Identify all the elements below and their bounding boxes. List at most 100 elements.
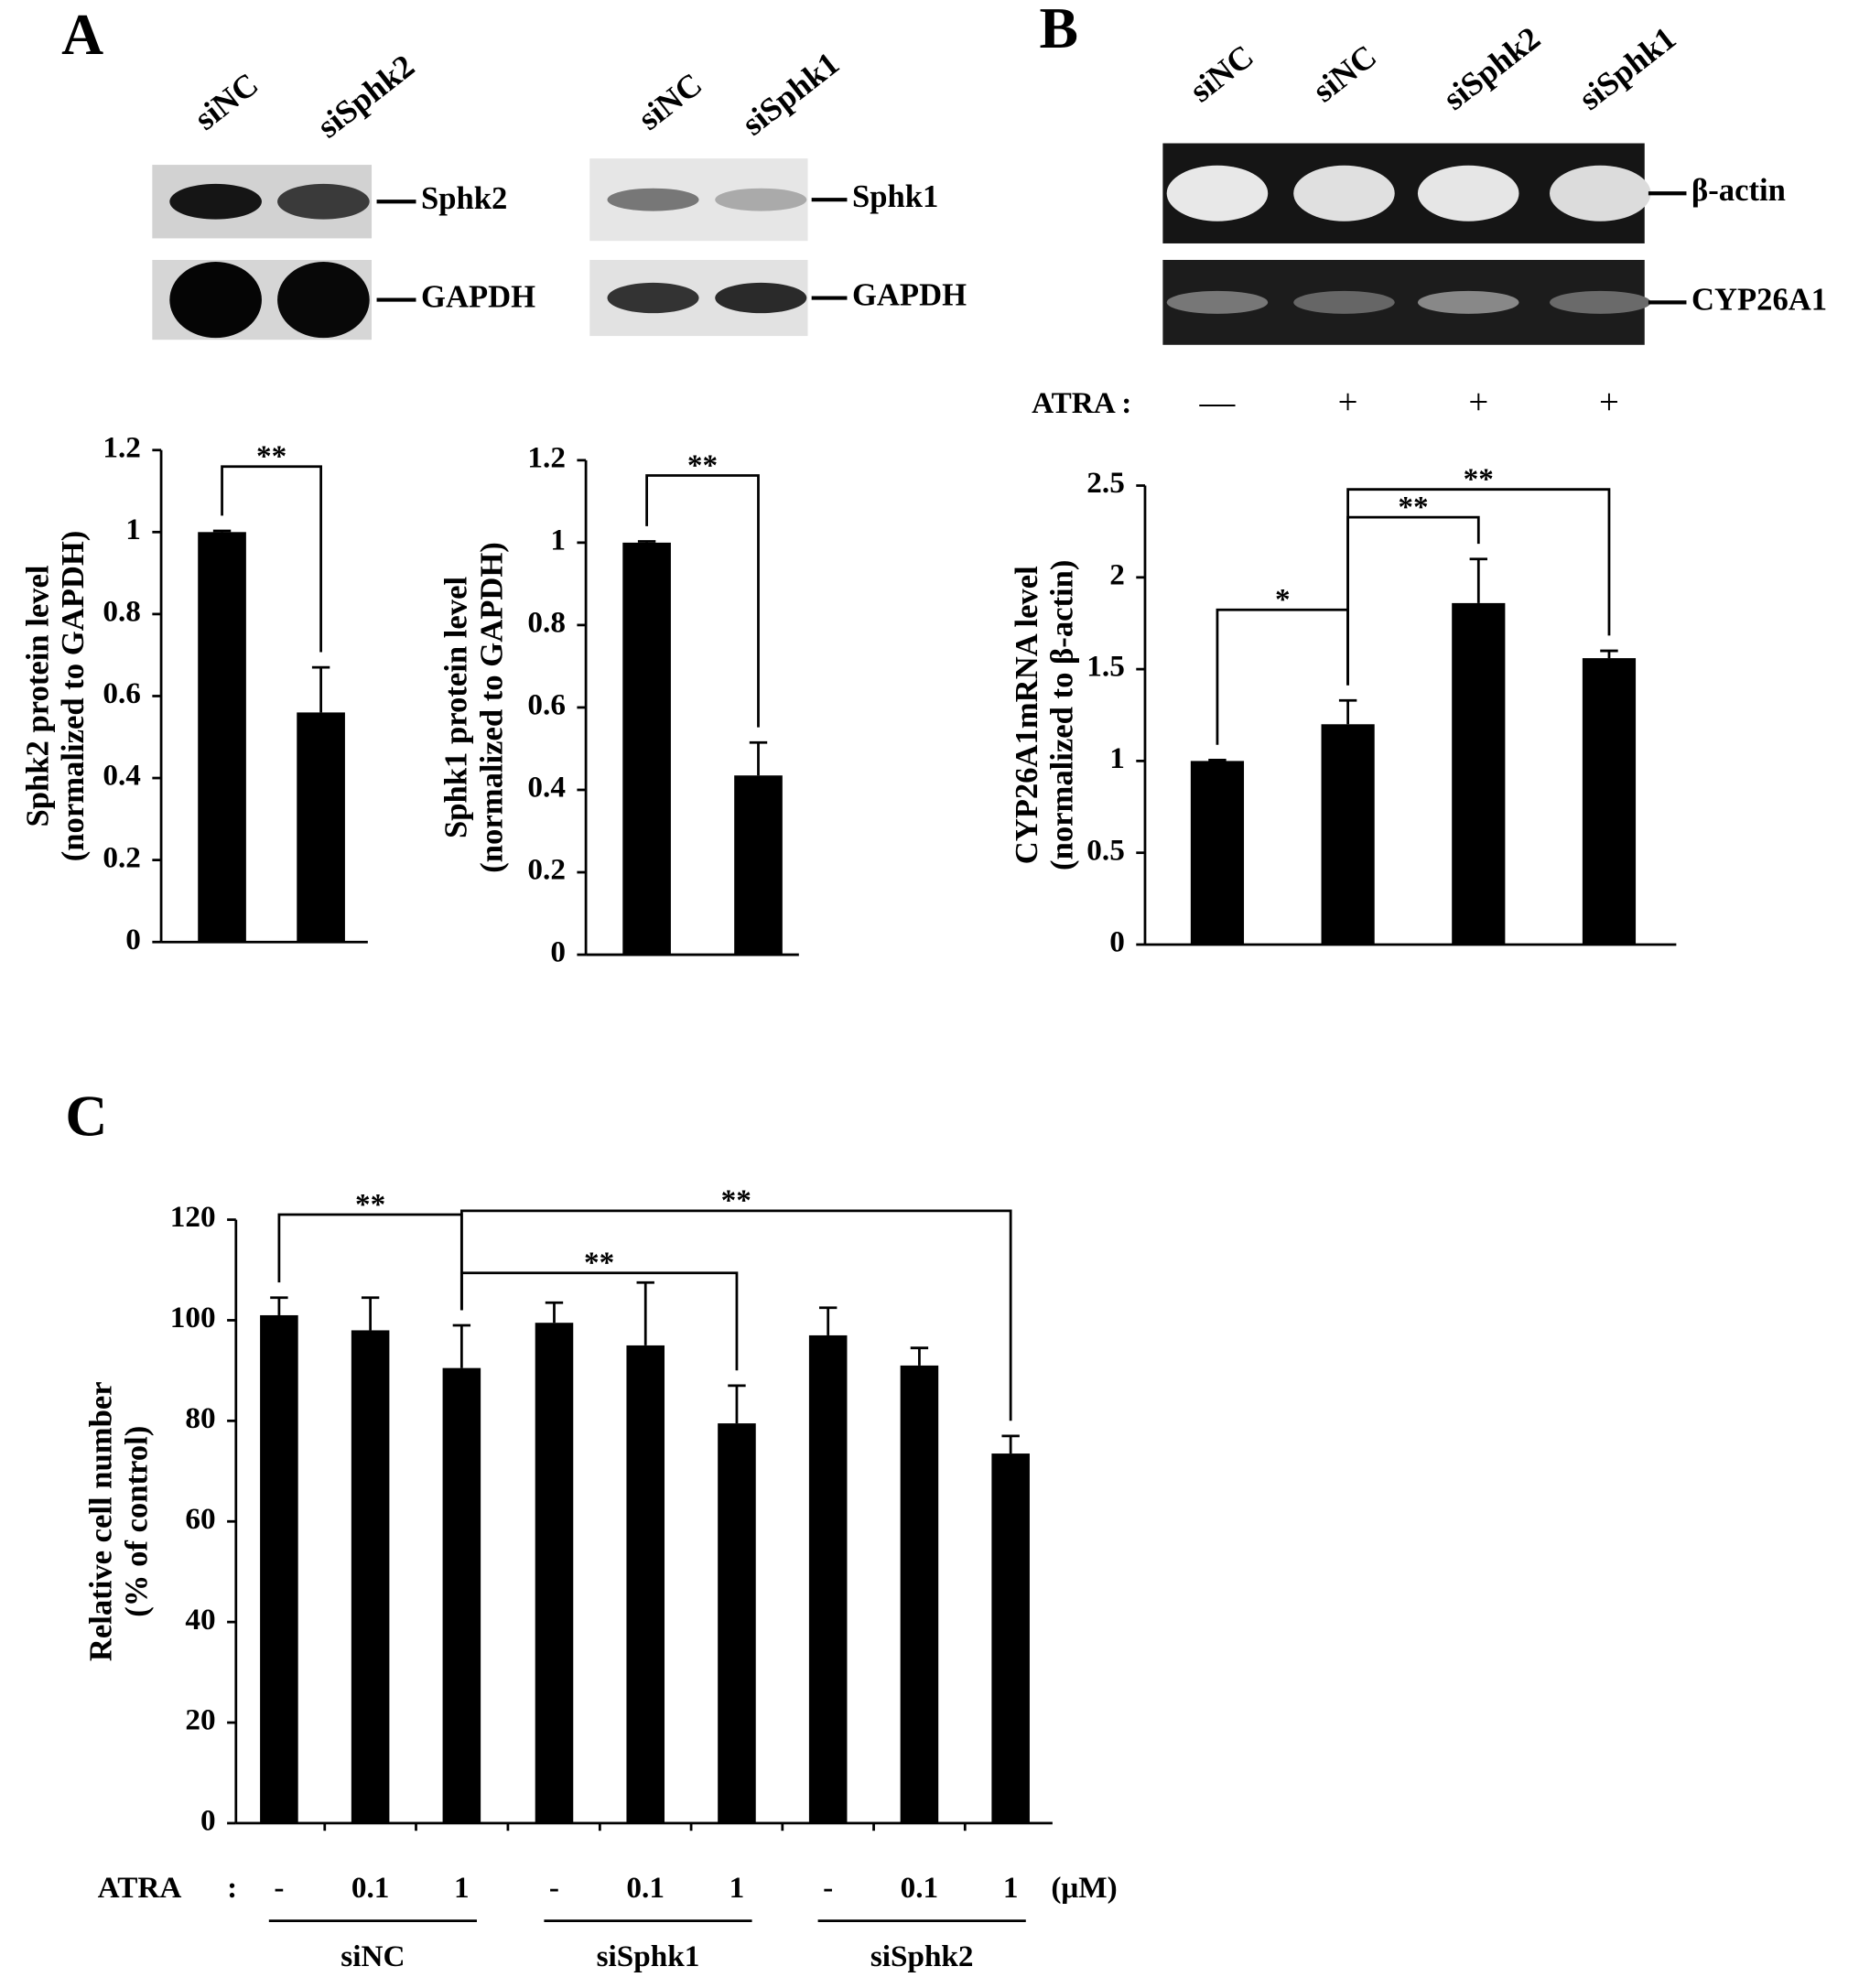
significance-bracket xyxy=(459,1271,739,1371)
row-label: ATRA xyxy=(98,1871,182,1905)
bar xyxy=(734,775,783,956)
x-tick-label: - xyxy=(823,1871,833,1905)
band xyxy=(1293,165,1395,221)
band xyxy=(607,282,699,314)
y-tick-label: 2.5 xyxy=(1086,466,1125,500)
bar xyxy=(1321,724,1375,945)
y-tick-label: 0.6 xyxy=(103,676,141,710)
y-tick-label: 1 xyxy=(1109,741,1125,775)
y-tick-label: 0.4 xyxy=(103,759,141,793)
band xyxy=(1166,290,1269,314)
significance-bracket xyxy=(221,465,322,653)
x-tick-label: 1 xyxy=(730,1871,745,1905)
y-tick-label: 0 xyxy=(125,923,141,956)
bar xyxy=(626,1345,665,1823)
band-label: β-actin xyxy=(1691,173,1786,208)
band xyxy=(715,282,807,314)
y-tick-label: 0 xyxy=(1109,925,1125,959)
group-label: siNC xyxy=(340,1939,405,1973)
band xyxy=(1550,290,1651,314)
x-tick-label: — xyxy=(1199,383,1237,422)
band xyxy=(277,262,370,339)
y-tick-label: 1.2 xyxy=(103,430,141,464)
x-tick-label: + xyxy=(1599,383,1619,422)
y-tick-label: 20 xyxy=(185,1703,215,1737)
band xyxy=(1293,290,1395,314)
group-label: siSphk2 xyxy=(870,1939,974,1973)
bar xyxy=(808,1334,848,1823)
y-axis-label: (% of control) xyxy=(119,1426,154,1617)
y-tick-label: 40 xyxy=(185,1603,215,1637)
bar xyxy=(260,1314,298,1823)
y-tick-label: 0 xyxy=(200,1804,216,1838)
y-tick-label: 0.2 xyxy=(103,840,141,874)
significance-bracket xyxy=(459,1209,1012,1421)
y-axis-label: Sphk2 protein level xyxy=(20,565,55,827)
bar xyxy=(297,712,345,943)
band-label: GAPDH xyxy=(421,280,535,315)
y-tick-label: 1 xyxy=(125,513,141,546)
band-label: Sphk1 xyxy=(852,179,938,214)
y-axis-label: (normalized to GAPDH) xyxy=(474,542,509,873)
x-tick-label: 0.1 xyxy=(626,1871,665,1905)
bar xyxy=(900,1365,939,1823)
band xyxy=(1417,165,1519,221)
panel-label: C xyxy=(65,1084,107,1149)
band xyxy=(1166,165,1269,221)
significance-label: ** xyxy=(584,1246,614,1280)
y-tick-label: 2 xyxy=(1109,557,1125,591)
band-label: Sphk2 xyxy=(421,181,507,216)
y-axis-label: (normalized to β-actin) xyxy=(1045,560,1080,870)
x-tick-label: - xyxy=(274,1871,284,1905)
band xyxy=(607,188,699,211)
group-label: siSphk1 xyxy=(597,1939,700,1973)
significance-bracket xyxy=(1346,488,1611,686)
band xyxy=(1550,165,1651,221)
y-tick-label: 0.4 xyxy=(527,771,566,805)
y-tick-label: 80 xyxy=(185,1401,215,1435)
significance-bracket xyxy=(645,474,760,728)
y-axis-label: CYP26A1mRNA level xyxy=(1010,566,1044,864)
y-tick-label: 1 xyxy=(550,523,566,556)
y-axis-label: Sphk1 protein level xyxy=(439,577,474,838)
x-tick-label: - xyxy=(549,1871,559,1905)
band-label: CYP26A1 xyxy=(1691,282,1827,317)
bar xyxy=(1452,602,1506,945)
significance-label: ** xyxy=(256,439,286,473)
y-tick-label: 0.8 xyxy=(527,606,566,640)
x-tick-label: 0.1 xyxy=(901,1871,939,1905)
bar xyxy=(622,542,671,956)
band xyxy=(169,183,262,220)
y-tick-label: 0.8 xyxy=(103,595,141,629)
significance-label: ** xyxy=(1398,490,1428,524)
bar xyxy=(718,1423,756,1823)
y-axis-label: (normalized to GAPDH) xyxy=(56,531,91,862)
x-tick-label: + xyxy=(1468,383,1488,422)
x-tick-label: + xyxy=(1338,383,1358,422)
band xyxy=(1417,290,1519,314)
x-tick-label: 0.1 xyxy=(351,1871,390,1905)
y-tick-label: 1.2 xyxy=(527,440,566,474)
y-tick-label: 120 xyxy=(170,1200,216,1234)
y-tick-label: 0 xyxy=(550,935,566,969)
y-axis-label: Relative cell number xyxy=(84,1381,119,1661)
x-tick-label: 1 xyxy=(1003,1871,1019,1905)
bar xyxy=(1190,761,1245,945)
row-label: ATRA : xyxy=(1032,386,1131,420)
y-tick-label: 0.5 xyxy=(1086,833,1125,867)
y-tick-label: 100 xyxy=(170,1301,216,1334)
significance-label: ** xyxy=(687,448,718,482)
significance-label: * xyxy=(1275,583,1291,617)
band xyxy=(277,183,370,220)
panel-label: B xyxy=(1040,0,1079,60)
bar xyxy=(1582,658,1637,945)
bar xyxy=(198,532,246,943)
band-label: GAPDH xyxy=(852,277,967,312)
y-tick-label: 1.5 xyxy=(1086,650,1125,684)
y-tick-label: 0.6 xyxy=(527,688,566,722)
row-separator: : xyxy=(227,1871,237,1905)
significance-label: ** xyxy=(1464,462,1494,496)
x-tick-label: 1 xyxy=(454,1871,470,1905)
significance-label: ** xyxy=(355,1187,385,1221)
